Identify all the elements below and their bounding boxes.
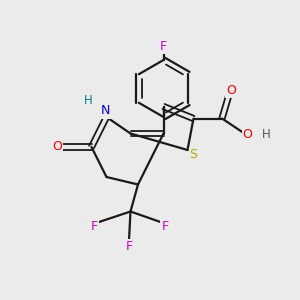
Text: O: O (52, 140, 62, 154)
Text: O: O (243, 128, 252, 142)
Text: H: H (262, 128, 271, 142)
Text: F: F (160, 40, 167, 53)
Text: F: F (161, 220, 169, 233)
Text: F: F (91, 220, 98, 233)
Text: F: F (125, 239, 133, 253)
Text: S: S (190, 148, 197, 161)
Text: O: O (226, 83, 236, 97)
Text: N: N (100, 104, 110, 118)
Text: H: H (84, 94, 93, 107)
